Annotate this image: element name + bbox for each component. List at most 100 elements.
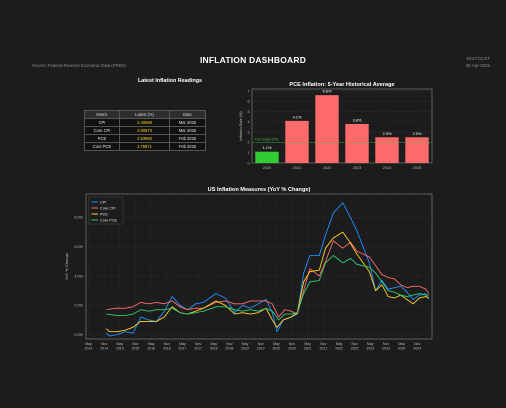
x-tick-month: Nov	[414, 342, 420, 346]
x-tick-month: May	[304, 342, 311, 346]
x-tick-year: 2023	[382, 347, 390, 351]
bar-data-label: 1.1%	[263, 145, 272, 150]
line-y-tick-label: 4.0%	[74, 274, 83, 278]
x-tick-month: May	[117, 342, 124, 346]
line-y-axis-label: YoY % Change	[64, 252, 69, 280]
bar-y-tick-label: 6	[248, 100, 250, 104]
bar-y-axis-label: Inflation Rate (%)	[239, 111, 243, 141]
bar-y-tick-label: 4	[248, 120, 250, 124]
x-tick-month: Nov	[352, 342, 358, 346]
x-tick-month: May	[367, 342, 374, 346]
bar-x-tick-label: 2020	[263, 166, 271, 170]
timestamp-time: 16:47:01 ET	[466, 56, 490, 61]
series-line-cpi	[106, 202, 430, 337]
bar-x-tick-label: 2021	[293, 166, 301, 170]
bar-y-tick-label: 0	[248, 161, 250, 165]
x-tick-year: 2019	[257, 347, 265, 351]
x-tick-year: 2024	[398, 347, 406, 351]
bar-data-label: 2.5%	[383, 131, 392, 136]
bar-y-tick-label: 5	[248, 110, 250, 114]
bar-x-tick-label: 2023	[353, 166, 361, 170]
x-tick-month: Nov	[101, 342, 107, 346]
timestamp-date: 25-Apr-2025	[465, 63, 490, 68]
bar-2024	[375, 137, 399, 163]
bar-y-tick-label: 3	[248, 130, 250, 134]
legend-label: CPI	[100, 200, 106, 204]
bar-data-label: 2.5%	[413, 131, 422, 136]
x-tick-month: May	[273, 342, 280, 346]
x-tick-year: 2022	[335, 347, 343, 351]
dashboard-title: INFLATION DASHBOARD	[199, 55, 307, 65]
x-tick-year: 2021	[319, 347, 327, 351]
table-row: Core PCE 2.75871 Feb 2025	[84, 142, 206, 151]
x-tick-year: 2018	[210, 347, 218, 351]
bar-2020	[255, 151, 279, 163]
table-title: Latest Inflation Readings	[137, 78, 203, 84]
x-tick-month: May	[398, 342, 405, 346]
bar-x-tick-label: 2022	[323, 166, 331, 170]
x-tick-month: Nov	[258, 342, 264, 346]
line-y-tick-label: 8.0%	[74, 216, 83, 220]
x-tick-year: 2020	[288, 347, 296, 351]
x-tick-year: 2023	[366, 347, 374, 351]
line-y-tick-label: 6.0%	[74, 245, 83, 249]
x-tick-month: May	[210, 342, 217, 346]
bar-data-label: 3.8%	[353, 117, 362, 122]
bar-2023	[345, 123, 369, 163]
x-tick-year: 2020	[272, 347, 280, 351]
bar-x-tick-label: 2024	[383, 166, 391, 170]
x-tick-month: Nov	[383, 342, 389, 346]
series-line-pce	[106, 231, 430, 333]
x-tick-year: 2019	[241, 347, 249, 351]
x-tick-year: 2016	[147, 347, 155, 351]
line-y-tick-label: 0.0%	[74, 333, 83, 337]
x-tick-month: May	[179, 342, 186, 346]
bar-data-label: 4.1%	[293, 114, 302, 119]
legend-label: Core PCE	[100, 218, 118, 222]
x-tick-year: 2022	[351, 347, 359, 351]
legend-label: Core CPI	[100, 206, 116, 210]
line-plot-frame	[85, 193, 433, 340]
x-tick-year: 2015	[132, 347, 140, 351]
bar-x-tick-label: 2025	[413, 166, 421, 170]
bar-y-tick-label: 7	[248, 89, 250, 93]
fed-target-label: Fed Target (2%)	[255, 137, 279, 141]
line-chart-title: US Inflation Measures (YoY % Change)	[208, 187, 311, 193]
x-tick-month: Nov	[132, 342, 138, 346]
x-tick-month: Nov	[195, 342, 201, 346]
latest-readings-table: Metric Latest (%) Date CPI 2.40569 Mar 2…	[84, 110, 206, 151]
x-tick-month: Nov	[320, 342, 326, 346]
x-tick-month: Nov	[226, 342, 232, 346]
x-tick-month: May	[148, 342, 155, 346]
x-tick-year: 2016	[163, 347, 171, 351]
x-tick-year: 2014	[100, 347, 108, 351]
x-tick-month: May	[336, 342, 343, 346]
table-row: CPI 2.40569 Mar 2025	[84, 118, 206, 127]
x-tick-year: 2017	[179, 347, 187, 351]
x-tick-year: 2014	[85, 347, 93, 351]
x-tick-year: 2017	[194, 347, 202, 351]
bar-data-label: 6.6%	[323, 89, 332, 94]
cell-date: Feb 2025	[169, 142, 206, 151]
x-tick-month: Nov	[289, 342, 295, 346]
x-tick-year: 2018	[226, 347, 234, 351]
bar-y-tick-label: 2	[248, 141, 250, 145]
x-tick-year: 2015	[116, 347, 124, 351]
x-tick-month: Nov	[164, 342, 170, 346]
bar-y-tick-label: 1	[248, 151, 250, 155]
legend-label: PCE	[100, 212, 108, 216]
x-tick-month: May	[242, 342, 249, 346]
x-tick-month: May	[85, 342, 92, 346]
bar-chart-title: PCE Inflation: 5-Year Historical Average	[289, 82, 394, 88]
series-line-core-cpi	[106, 240, 430, 318]
x-tick-year: 2024	[413, 347, 421, 351]
line-y-tick-label: 2.0%	[74, 304, 83, 308]
x-tick-year: 2021	[304, 347, 312, 351]
bar-2025	[405, 137, 429, 163]
data-source-note: Source: Federal Reserve Economic Data (F…	[32, 63, 126, 68]
bar-2021	[285, 120, 309, 163]
bar-2022	[315, 95, 339, 163]
series-line-core-pce	[106, 255, 429, 321]
